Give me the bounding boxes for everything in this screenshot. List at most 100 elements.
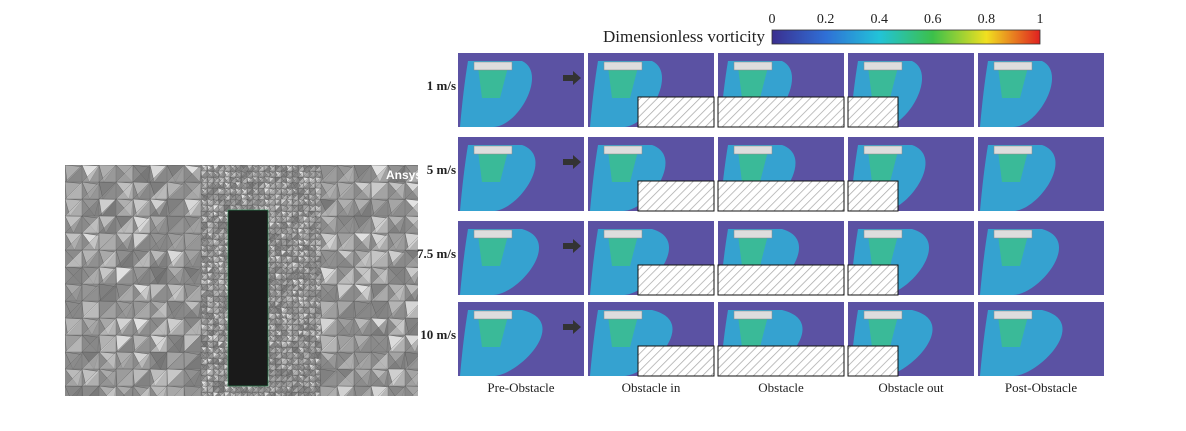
mesh-cell bbox=[314, 232, 322, 240]
mesh-cell bbox=[247, 415, 253, 421]
vorticity-core bbox=[608, 67, 638, 98]
mesh-cell bbox=[115, 198, 134, 217]
mesh-cell bbox=[370, 249, 389, 268]
mesh-cell bbox=[268, 368, 276, 376]
colorbar-tick: 0.2 bbox=[817, 12, 835, 27]
mesh-cell bbox=[285, 181, 293, 189]
vorticity-core bbox=[868, 67, 898, 98]
mesh-cell bbox=[65, 249, 83, 268]
mesh-cell bbox=[308, 289, 316, 297]
mesh-cell bbox=[206, 295, 214, 303]
mesh-cell bbox=[98, 300, 117, 319]
mesh-cell bbox=[268, 351, 276, 359]
drone bbox=[603, 145, 643, 155]
mesh-cell bbox=[308, 198, 316, 206]
mesh-cell bbox=[315, 409, 321, 415]
mesh-cell bbox=[235, 398, 241, 404]
obstacle bbox=[717, 180, 845, 212]
mesh-cell bbox=[217, 215, 225, 223]
mesh-cell bbox=[269, 398, 275, 404]
mesh-cell bbox=[303, 398, 309, 404]
mesh-cell bbox=[297, 340, 305, 348]
mesh-cell bbox=[308, 165, 316, 172]
mesh-cell bbox=[292, 409, 298, 415]
mesh-cell bbox=[115, 249, 134, 268]
mesh-cell bbox=[310, 391, 316, 396]
mesh-cell bbox=[212, 323, 220, 331]
mesh-cell bbox=[315, 398, 321, 404]
mesh-cell bbox=[291, 283, 299, 291]
mesh-cell bbox=[268, 323, 276, 331]
mesh-cell bbox=[280, 306, 288, 314]
mesh-cell bbox=[115, 283, 134, 302]
mesh-cell bbox=[308, 221, 316, 229]
vorticity-core bbox=[998, 151, 1028, 182]
mesh-cell bbox=[285, 165, 293, 172]
mesh-cell bbox=[275, 403, 281, 409]
vorticity-core bbox=[738, 235, 768, 266]
mesh-cell bbox=[207, 398, 213, 404]
mesh-cell bbox=[217, 221, 225, 229]
mesh-cell bbox=[309, 409, 315, 415]
drone bbox=[863, 310, 903, 320]
mesh-cell bbox=[285, 215, 293, 223]
mesh-cell bbox=[280, 300, 288, 308]
mesh-cell bbox=[291, 255, 299, 263]
mesh-cell bbox=[200, 181, 208, 189]
mesh-cell bbox=[285, 374, 293, 382]
mesh-cell bbox=[149, 283, 168, 302]
mesh-cell bbox=[218, 403, 224, 409]
mesh-cell bbox=[353, 351, 372, 370]
obstacle bbox=[717, 264, 845, 296]
mesh-cell bbox=[280, 278, 288, 286]
mesh-cell bbox=[98, 249, 117, 268]
mesh-cell bbox=[274, 306, 282, 314]
mesh-cell bbox=[98, 165, 117, 183]
mesh-cell bbox=[166, 300, 185, 319]
mesh-cell bbox=[217, 334, 225, 342]
mesh-cell bbox=[314, 357, 322, 365]
mesh-cell bbox=[65, 317, 83, 336]
mesh-cell bbox=[302, 215, 310, 223]
mesh-cell bbox=[258, 409, 264, 415]
mesh-cell bbox=[308, 283, 316, 291]
mesh-cell bbox=[320, 403, 337, 420]
mesh-cell bbox=[223, 181, 231, 189]
mesh-cell bbox=[353, 368, 372, 387]
mesh-cell bbox=[274, 255, 282, 263]
mesh-cell bbox=[404, 253, 418, 268]
mesh-cell bbox=[302, 334, 310, 342]
mesh-cell bbox=[276, 391, 282, 396]
mesh-cell bbox=[268, 334, 276, 342]
mesh-cell bbox=[280, 340, 288, 348]
mesh-cell bbox=[268, 357, 276, 365]
mesh-cell bbox=[302, 255, 310, 263]
vorticity-core bbox=[478, 67, 508, 98]
mesh-cell bbox=[377, 385, 389, 396]
mesh-cell bbox=[286, 403, 292, 409]
mesh-cell bbox=[297, 198, 305, 206]
mesh-cell bbox=[404, 219, 418, 234]
mesh-cell bbox=[291, 249, 299, 257]
mesh-cell bbox=[291, 312, 299, 320]
mesh-cell bbox=[208, 391, 214, 396]
mesh-cell bbox=[115, 232, 134, 251]
mesh-cell bbox=[268, 170, 276, 178]
obstacle bbox=[847, 96, 899, 128]
mesh-cell bbox=[218, 403, 224, 409]
mesh-cell bbox=[268, 204, 276, 212]
mesh-cell bbox=[315, 403, 321, 409]
mesh-cell bbox=[183, 181, 202, 200]
mesh-cell bbox=[166, 317, 185, 336]
mesh-cell bbox=[230, 398, 236, 404]
mesh-cell bbox=[281, 403, 287, 409]
mesh-cell bbox=[206, 238, 214, 246]
mesh-cell bbox=[422, 369, 439, 386]
mesh-cell bbox=[302, 357, 310, 365]
drone bbox=[863, 61, 903, 71]
mesh-cell bbox=[229, 385, 237, 393]
mesh-cell bbox=[285, 266, 293, 274]
mesh-cell bbox=[230, 415, 236, 421]
mesh-cell bbox=[132, 266, 151, 285]
